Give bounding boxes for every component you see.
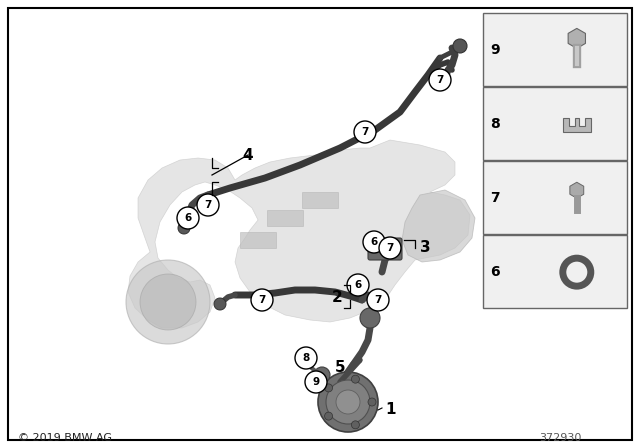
Text: 3: 3 <box>420 241 431 255</box>
Circle shape <box>368 398 376 406</box>
Circle shape <box>347 274 369 296</box>
Polygon shape <box>402 190 475 262</box>
Text: 7: 7 <box>362 127 369 137</box>
FancyBboxPatch shape <box>483 235 627 308</box>
Polygon shape <box>563 118 591 132</box>
Text: 6: 6 <box>490 265 500 279</box>
FancyBboxPatch shape <box>483 161 627 234</box>
Circle shape <box>336 390 360 414</box>
Circle shape <box>251 289 273 311</box>
Polygon shape <box>302 192 338 208</box>
Circle shape <box>351 421 360 429</box>
Text: © 2019 BMW AG: © 2019 BMW AG <box>18 433 112 443</box>
Circle shape <box>197 194 219 216</box>
Text: 6: 6 <box>371 237 378 247</box>
Circle shape <box>177 207 199 229</box>
Text: 7: 7 <box>204 200 212 210</box>
Circle shape <box>126 260 210 344</box>
Circle shape <box>295 347 317 369</box>
Text: 6: 6 <box>184 213 191 223</box>
Circle shape <box>324 412 333 420</box>
Text: 5: 5 <box>335 361 346 375</box>
Text: 7: 7 <box>490 191 500 205</box>
Polygon shape <box>267 210 303 226</box>
Text: 6: 6 <box>355 280 362 290</box>
Text: 2: 2 <box>332 290 343 306</box>
Circle shape <box>305 371 327 393</box>
FancyBboxPatch shape <box>8 8 632 440</box>
Text: 9: 9 <box>312 377 319 387</box>
Circle shape <box>453 39 467 53</box>
Circle shape <box>140 274 196 330</box>
Circle shape <box>318 372 378 432</box>
Circle shape <box>354 121 376 143</box>
Text: 8: 8 <box>302 353 310 363</box>
Circle shape <box>429 69 451 91</box>
Circle shape <box>360 308 380 328</box>
Polygon shape <box>570 182 584 198</box>
Polygon shape <box>128 140 470 328</box>
Polygon shape <box>568 28 586 48</box>
Circle shape <box>326 380 370 424</box>
Circle shape <box>324 384 333 392</box>
Text: 7: 7 <box>374 295 381 305</box>
Text: 9: 9 <box>490 43 500 57</box>
Text: 372930: 372930 <box>539 433 581 443</box>
Text: 8: 8 <box>490 117 500 131</box>
Text: 7: 7 <box>436 75 444 85</box>
Circle shape <box>379 237 401 259</box>
Circle shape <box>178 222 190 234</box>
Text: 7: 7 <box>259 295 266 305</box>
Polygon shape <box>240 232 276 248</box>
Circle shape <box>314 367 330 383</box>
Text: 7: 7 <box>387 243 394 253</box>
Text: 1: 1 <box>385 402 396 418</box>
Circle shape <box>363 231 385 253</box>
Text: 4: 4 <box>243 147 253 163</box>
Circle shape <box>351 375 360 383</box>
FancyBboxPatch shape <box>368 238 402 260</box>
FancyBboxPatch shape <box>483 13 627 86</box>
Circle shape <box>367 289 389 311</box>
FancyBboxPatch shape <box>483 87 627 160</box>
Circle shape <box>214 298 226 310</box>
